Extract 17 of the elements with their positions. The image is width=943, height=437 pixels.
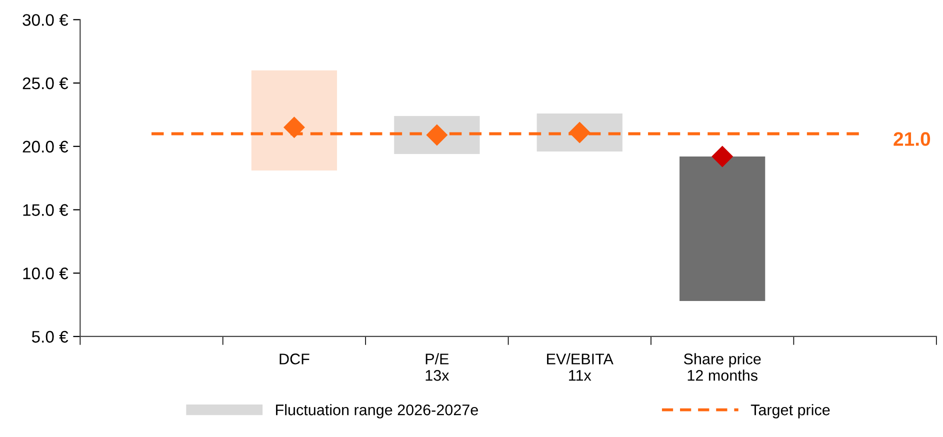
bar [251,70,338,170]
legend-label: Fluctuation range 2026-2027e [276,404,478,418]
x-tick-label: P/E 13x [426,353,450,381]
point [712,146,734,168]
annotation: 21.0 [894,132,930,146]
bar [680,156,766,302]
x-tick-label: EV/EBITA 11x [547,353,614,381]
x-tick-label: DCF [280,354,310,364]
y-tick-label: 10.0 € [23,268,68,280]
legend-label: Target price [750,404,830,418]
x-tick-label: Share price 12 months [684,353,761,381]
y-tick-label: 30.0 € [22,14,68,26]
y-tick-label: 15.0 € [23,204,68,216]
point [283,116,305,138]
y-tick-label: 20.0 € [22,140,68,153]
y-tick-label: 5.0 € [32,330,68,343]
y-tick-label: 25.0 € [22,77,68,90]
